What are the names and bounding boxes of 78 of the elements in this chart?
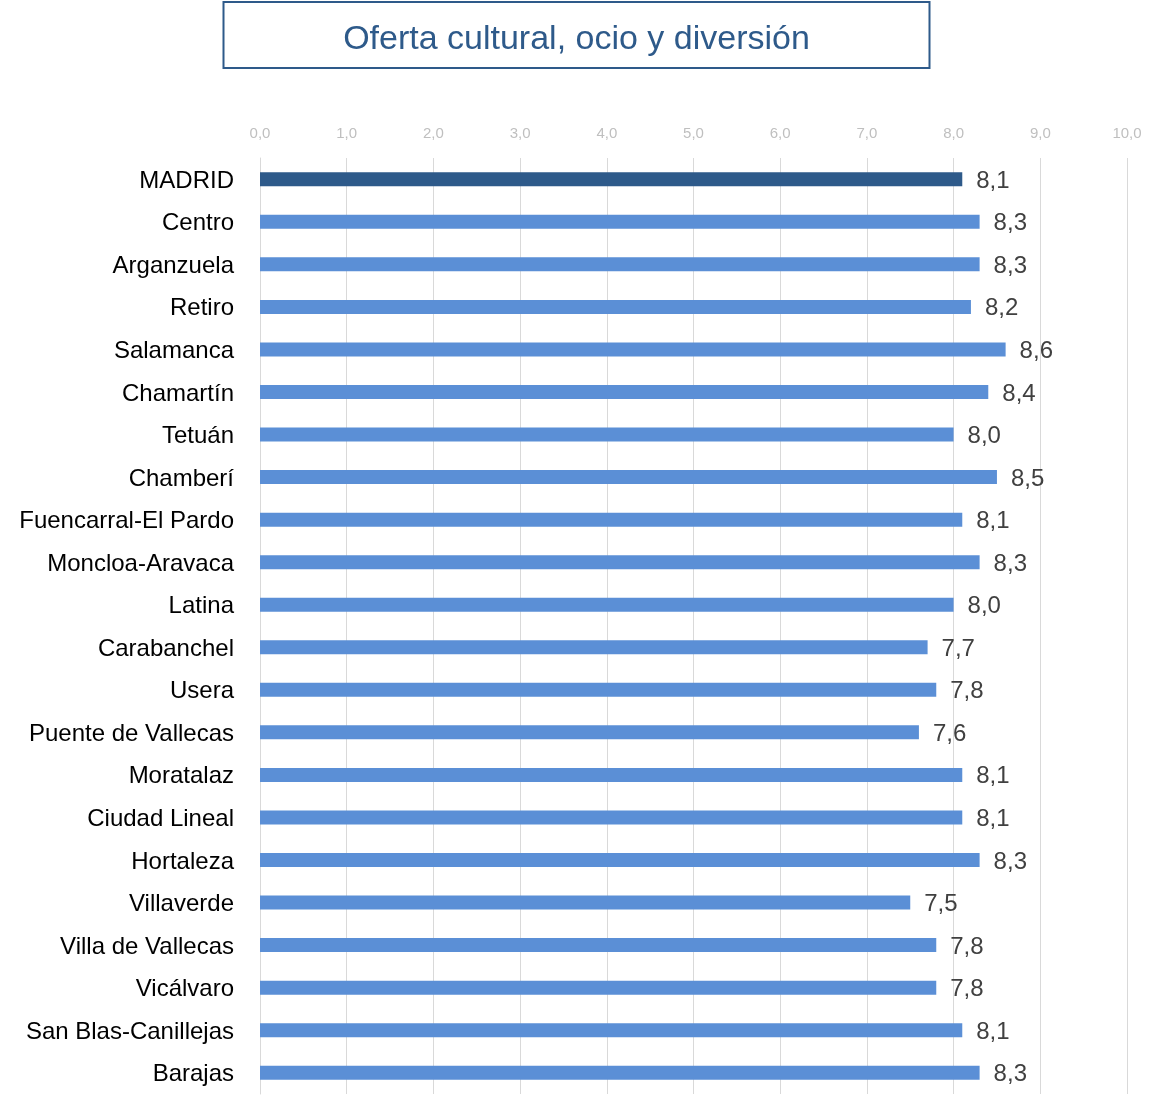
data-label: 7,8 xyxy=(950,974,984,1002)
bar xyxy=(260,342,1006,357)
data-label: 8,3 xyxy=(993,548,1027,576)
bar xyxy=(260,725,919,740)
bar xyxy=(260,938,937,953)
y-tick-label: Moratalaz xyxy=(128,761,234,789)
data-label: 7,8 xyxy=(950,676,984,704)
y-tick-label: Chamartín xyxy=(121,378,234,406)
bar xyxy=(260,980,937,995)
bar xyxy=(260,682,937,697)
data-label: 8,3 xyxy=(993,208,1027,236)
y-tick-label: Tetuán xyxy=(161,421,234,449)
bar xyxy=(260,257,980,272)
y-tick-label: Moncloa-Aravaca xyxy=(47,548,235,576)
y-tick-label: Centro xyxy=(161,208,234,236)
data-label: 7,5 xyxy=(924,889,958,917)
chart-title: Oferta cultural, ocio y diversión xyxy=(343,18,810,56)
y-tick-label: Villa de Vallecas xyxy=(60,931,234,959)
y-tick-label: Ciudad Lineal xyxy=(87,803,234,831)
bar xyxy=(260,810,963,825)
data-label: 8,5 xyxy=(1010,463,1045,491)
bar xyxy=(260,512,963,527)
bar xyxy=(260,640,928,655)
x-tick-label: 6,0 xyxy=(769,124,791,141)
x-tick-label: 5,0 xyxy=(683,124,704,141)
y-tick-label: Salamanca xyxy=(113,335,235,363)
y-tick-label: San Blas-Canillejas xyxy=(25,1016,234,1044)
bar xyxy=(260,853,980,867)
data-label: 8,3 xyxy=(993,250,1027,278)
data-label: 8,3 xyxy=(993,846,1027,874)
data-label: 7,6 xyxy=(932,718,967,746)
bar xyxy=(260,427,954,442)
data-label: 8,0 xyxy=(967,591,1001,619)
bar xyxy=(260,385,989,399)
bar xyxy=(260,1065,980,1080)
data-label: 8,1 xyxy=(976,761,1010,789)
data-label: 8,3 xyxy=(993,1059,1027,1087)
y-tick-label: Carabanchel xyxy=(97,633,234,661)
data-label: 8,1 xyxy=(976,1016,1010,1044)
data-label: 8,0 xyxy=(967,421,1001,449)
x-tick-label: 9,0 xyxy=(1029,124,1051,141)
y-tick-label: Fuencarral-El Pardo xyxy=(19,506,234,534)
bar xyxy=(260,895,911,910)
bar xyxy=(260,214,980,229)
x-tick-label: 0,0 xyxy=(249,124,271,141)
data-label: 7,8 xyxy=(950,931,984,959)
y-tick-label: Puente de Vallecas xyxy=(28,718,234,746)
x-tick-label: 4,0 xyxy=(596,124,618,141)
data-label: 8,2 xyxy=(984,293,1019,321)
data-label: 8,4 xyxy=(1002,378,1036,406)
bar xyxy=(260,299,971,314)
data-label: 7,7 xyxy=(941,633,975,661)
y-tick-label: Villaverde xyxy=(129,889,234,917)
x-tick-label: 3,0 xyxy=(509,124,531,141)
y-tick-label: MADRID xyxy=(139,165,234,193)
bar xyxy=(260,555,980,570)
data-label: 8,1 xyxy=(976,803,1010,831)
bar xyxy=(260,470,997,485)
bar xyxy=(260,1023,963,1038)
y-tick-label: Hortaleza xyxy=(131,846,235,874)
y-tick-label: Chamberí xyxy=(128,463,235,491)
y-tick-label: Usera xyxy=(169,676,235,704)
data-label: 8,1 xyxy=(976,165,1010,193)
y-tick-label: Retiro xyxy=(169,293,234,321)
x-tick-label: 10,0 xyxy=(1112,124,1142,141)
y-tick-label: Vicálvaro xyxy=(135,974,234,1002)
bar xyxy=(260,767,963,782)
data-label: 8,1 xyxy=(976,506,1010,534)
y-tick-label: Latina xyxy=(168,591,235,619)
data-label: 8,6 xyxy=(1019,335,1053,363)
x-tick-label: 8,0 xyxy=(943,124,965,141)
x-tick-label: 7,0 xyxy=(856,124,878,141)
x-tick-label: 1,0 xyxy=(336,124,358,141)
bar xyxy=(260,172,963,187)
bar xyxy=(260,597,954,612)
x-tick-label: 2,0 xyxy=(422,124,444,141)
y-tick-label: Barajas xyxy=(152,1059,234,1087)
y-tick-label: Arganzuela xyxy=(112,250,235,278)
